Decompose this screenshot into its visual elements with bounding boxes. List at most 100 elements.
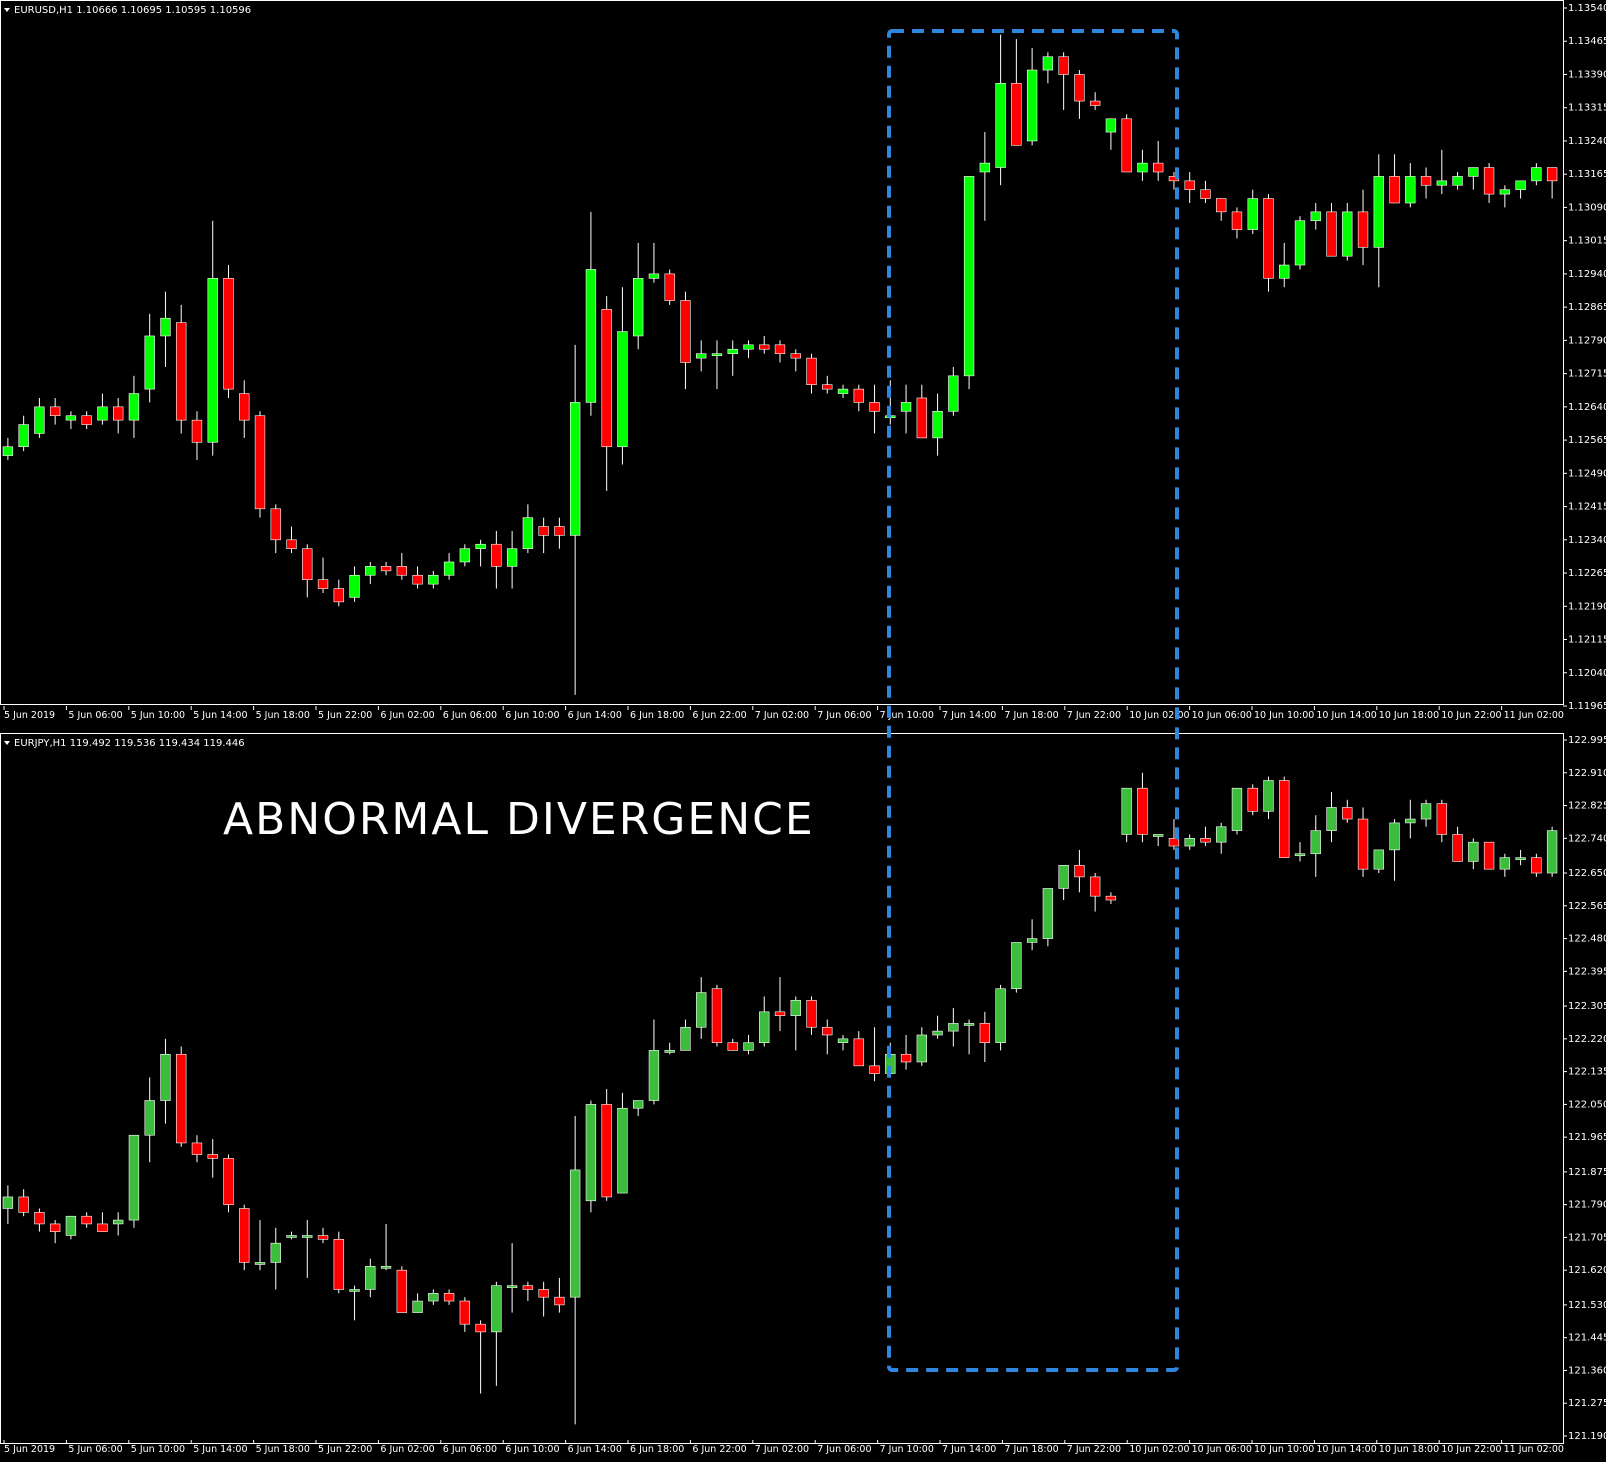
eurjpy-candle-body xyxy=(270,1242,281,1263)
eurjpy-candle-body xyxy=(569,1169,581,1298)
eurusd-candle-body xyxy=(317,579,329,589)
eurjpy-candle-body xyxy=(601,1104,612,1198)
eurusd-candle-body xyxy=(1326,211,1337,257)
eurjpy-candle-body xyxy=(1105,895,1117,901)
eurusd-candle-body xyxy=(380,566,392,572)
eurjpy-price-label: 121.190 xyxy=(1568,1431,1606,1442)
eurjpy-time-label: 10 Jun 18:00 xyxy=(1379,1444,1439,1455)
eurusd-candle-body xyxy=(286,539,297,549)
eurusd-dropdown-icon[interactable] xyxy=(4,8,10,12)
eurjpy-candle-body xyxy=(1436,803,1448,835)
eurjpy-candle-body xyxy=(380,1266,392,1269)
eurusd-price-label: 1.12715 xyxy=(1568,369,1606,380)
eurusd-candle-body xyxy=(239,393,250,421)
eurjpy-candle-body xyxy=(979,1023,991,1043)
eurjpy-candle-body xyxy=(365,1266,376,1290)
eurusd-candle-body xyxy=(743,344,754,350)
eurusd-candle-body xyxy=(1515,180,1526,191)
eurjpy-candles xyxy=(2,772,1558,1425)
eurjpy-time-label: 6 Jun 18:00 xyxy=(630,1444,684,1455)
eurusd-candle-body xyxy=(1216,198,1227,213)
eurjpy-price-label: 122.740 xyxy=(1568,833,1606,844)
eurusd-candle-body xyxy=(191,419,203,443)
eurjpy-candle-body xyxy=(81,1215,92,1225)
eurusd-time-label: 7 Jun 10:00 xyxy=(880,710,934,721)
eurjpy-candle-body xyxy=(128,1134,140,1221)
eurusd-time-label: 7 Jun 22:00 xyxy=(1067,710,1121,721)
divergence-highlight-box xyxy=(887,29,1179,1372)
eurusd-price-label: 1.12640 xyxy=(1568,402,1606,413)
eurusd-time-label: 6 Jun 10:00 xyxy=(505,710,559,721)
eurusd-candle-body xyxy=(1342,211,1353,257)
eurjpy-candle-body xyxy=(349,1289,360,1292)
eurjpy-time-label: 6 Jun 22:00 xyxy=(692,1444,746,1455)
eurjpy-candle-body xyxy=(2,1196,14,1209)
eurusd-candle-body xyxy=(49,406,61,417)
eurjpy-time-label: 5 Jun 10:00 xyxy=(131,1444,185,1455)
eurjpy-time-label: 5 Jun 18:00 xyxy=(256,1444,310,1455)
eurusd-candle-body xyxy=(365,566,376,576)
eurjpy-candle-body xyxy=(1121,787,1132,835)
eurusd-price-label: 1.13240 xyxy=(1568,136,1606,147)
eurjpy-candle-body xyxy=(1216,826,1227,843)
eurusd-candle-body xyxy=(727,348,738,354)
eurjpy-price-label: 122.995 xyxy=(1568,735,1606,746)
eurusd-time-label: 10 Jun 14:00 xyxy=(1316,710,1376,721)
eurjpy-candle-body xyxy=(1074,865,1085,878)
eurusd-price-label: 1.11965 xyxy=(1568,701,1606,712)
eurjpy-price-label: 122.395 xyxy=(1568,966,1606,977)
eurjpy-candle-body xyxy=(160,1053,171,1101)
eurjpy-time-label: 5 Jun 22:00 xyxy=(318,1444,372,1455)
eurusd-candle-body xyxy=(1483,167,1495,195)
eurjpy-candle-body xyxy=(711,988,723,1043)
eurusd-candle-body xyxy=(428,574,439,585)
eurusd-time-label: 6 Jun 22:00 xyxy=(692,710,746,721)
eurusd-candle-body xyxy=(128,393,140,421)
eurjpy-candle-body xyxy=(1231,787,1243,831)
eurjpy-candle-body xyxy=(1373,849,1384,870)
eurusd-time-label: 11 Jun 02:00 xyxy=(1504,710,1564,721)
eurusd-candle-body xyxy=(1042,56,1054,71)
eurjpy-candle-body xyxy=(696,992,707,1028)
eurjpy-time-label: 10 Jun 14:00 xyxy=(1316,1444,1376,1455)
eurusd-candle-body xyxy=(1011,83,1022,146)
eurusd-candle-body xyxy=(869,402,880,412)
eurusd-price-label: 1.12265 xyxy=(1568,568,1606,579)
eurusd-candle-body xyxy=(1121,118,1132,173)
eurjpy-candle-body xyxy=(963,1023,975,1026)
eurjpy-candle-body xyxy=(916,1034,928,1063)
eurjpy-candle-body xyxy=(239,1208,250,1263)
eurusd-price-label: 1.13390 xyxy=(1568,69,1606,80)
eurjpy-candle-body xyxy=(191,1142,203,1155)
eurusd-candle-body xyxy=(223,278,234,390)
eurjpy-time-label: 7 Jun 06:00 xyxy=(817,1444,871,1455)
eurusd-candle-body xyxy=(601,309,612,448)
eurjpy-candle-body xyxy=(1546,830,1558,874)
eurusd-time-label: 6 Jun 06:00 xyxy=(443,710,497,721)
eurusd-candle-body xyxy=(1436,180,1448,186)
eurusd-candle-body xyxy=(1058,56,1069,75)
eurjpy-candle-body xyxy=(1468,841,1479,862)
eurusd-price-label: 1.12940 xyxy=(1568,269,1606,280)
eurjpy-candle-body xyxy=(459,1300,471,1325)
eurusd-candle-body xyxy=(790,353,801,359)
eurjpy-dropdown-icon[interactable] xyxy=(4,741,10,745)
eurusd-price-label: 1.13315 xyxy=(1568,103,1606,114)
eurusd-candle-body xyxy=(1531,167,1542,182)
eurusd-time-label: 6 Jun 14:00 xyxy=(568,710,622,721)
eurjpy-candle-body xyxy=(412,1300,423,1313)
eurjpy-candle-body xyxy=(1168,838,1180,847)
eurusd-candle-body xyxy=(1452,176,1463,186)
eurjpy-time-label: 6 Jun 14:00 xyxy=(568,1444,622,1455)
eurusd-candle-body xyxy=(1420,176,1432,186)
eurusd-candle-body xyxy=(333,588,344,603)
eurusd-time-label: 10 Jun 10:00 xyxy=(1254,710,1314,721)
eurjpy-candle-body xyxy=(790,999,801,1017)
eurusd-price-label: 1.12040 xyxy=(1568,668,1606,679)
eurusd-time-label: 7 Jun 06:00 xyxy=(817,710,871,721)
eurjpy-candle-body xyxy=(1452,834,1463,862)
eurusd-header: EURUSD,H1 1.10666 1.10695 1.10595 1.1059… xyxy=(14,5,251,16)
eurusd-candle-body xyxy=(1152,162,1164,173)
eurusd-time-label: 10 Jun 22:00 xyxy=(1441,710,1501,721)
eurusd-time-axis: 5 Jun 2019 5 Jun 06:00 5 Jun 10:00 5 Jun 14… xyxy=(3,706,1564,721)
